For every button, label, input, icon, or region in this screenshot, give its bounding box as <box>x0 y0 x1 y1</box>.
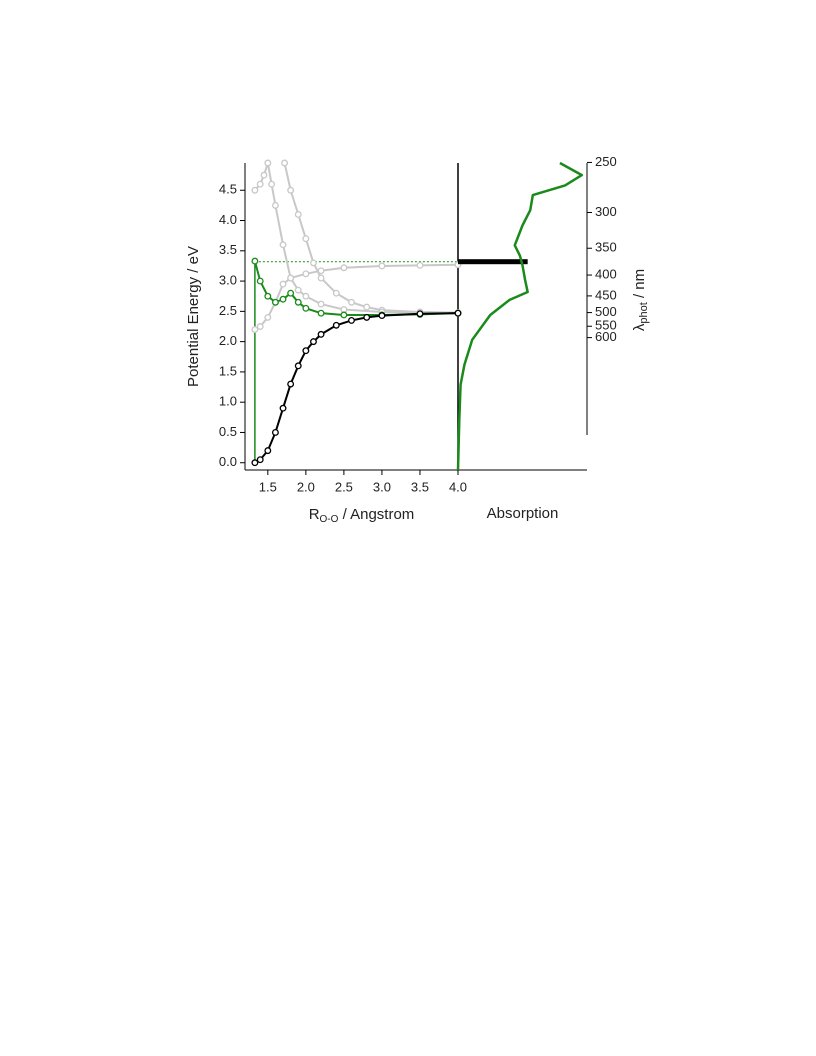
y2-tick-label: 400 <box>595 266 617 281</box>
y-tick-label: 2.5 <box>219 303 237 318</box>
point <box>340 306 348 313</box>
y2-label-rest: / nm <box>631 269 648 302</box>
point <box>260 171 268 179</box>
point <box>348 298 355 306</box>
y2-tick-label: 250 <box>595 154 617 169</box>
point <box>363 303 371 311</box>
point <box>294 211 302 218</box>
point <box>281 159 289 167</box>
point <box>287 380 295 388</box>
y-tick-label: 4.0 <box>219 212 237 227</box>
absorption-spectrum <box>456 161 584 471</box>
y2-tick-label: 550 <box>595 318 617 333</box>
y-tick-label: 3.0 <box>219 273 237 288</box>
y-tick-label: 2.0 <box>219 333 237 348</box>
point <box>332 289 340 297</box>
point <box>264 313 272 321</box>
y2-tick-label: 450 <box>595 287 617 302</box>
curve <box>283 162 459 314</box>
point <box>279 295 287 303</box>
y-axis-label: Potential Energy / eV <box>185 246 202 387</box>
point <box>256 456 264 464</box>
point <box>454 309 462 317</box>
point <box>310 259 317 267</box>
point <box>302 304 310 312</box>
point <box>302 347 310 355</box>
point <box>340 264 348 272</box>
point <box>378 262 386 270</box>
point <box>271 429 279 436</box>
point <box>287 289 295 297</box>
point <box>264 292 272 300</box>
point <box>251 459 259 467</box>
point <box>294 298 302 306</box>
point <box>287 186 295 194</box>
y2-tick-label: 350 <box>595 240 617 255</box>
x-tick-label: 2.5 <box>335 479 353 494</box>
y-tick-label: 3.5 <box>219 242 237 257</box>
point <box>279 404 287 412</box>
point <box>302 270 310 278</box>
x-tick-label: 3.0 <box>373 479 391 494</box>
point <box>416 310 424 318</box>
point <box>268 180 276 188</box>
y-tick-label: 1.5 <box>219 363 237 378</box>
point <box>416 261 424 269</box>
curve <box>254 312 459 464</box>
point <box>317 274 325 282</box>
point <box>363 313 371 321</box>
x-tick-label: 2.0 <box>297 479 315 494</box>
y-tick-label: 4.5 <box>219 182 237 197</box>
point <box>251 326 259 333</box>
point <box>256 323 264 330</box>
point <box>264 447 272 455</box>
x-tick-label: 1.5 <box>259 479 277 494</box>
y2-label-sub: phot <box>638 302 650 323</box>
point <box>251 186 259 194</box>
point <box>294 362 302 370</box>
x-axis-label: Absorption <box>487 505 559 522</box>
x-tick-label: 4.0 <box>449 479 467 494</box>
curve <box>254 162 459 315</box>
point <box>317 330 325 338</box>
point <box>279 241 287 249</box>
y2-tick-label: 500 <box>595 304 617 319</box>
point <box>317 300 325 308</box>
point <box>279 280 287 288</box>
y2-tick-label: 600 <box>595 329 617 344</box>
point <box>271 298 279 306</box>
point <box>302 235 310 243</box>
point <box>294 286 302 294</box>
excitation-bar <box>458 259 528 265</box>
point <box>302 292 310 300</box>
x-label-rest: / Angstrom <box>338 506 414 523</box>
x-label-sub: O-O <box>320 514 339 525</box>
y-tick-label: 0.0 <box>219 454 237 469</box>
point <box>264 159 272 167</box>
point <box>287 274 295 282</box>
y-tick-label: 1.0 <box>219 394 237 409</box>
y-tick-label: 0.5 <box>219 424 237 439</box>
point <box>256 277 264 285</box>
point <box>378 312 386 320</box>
point <box>317 267 325 275</box>
point <box>348 316 355 324</box>
y2-tick-label: 300 <box>595 204 617 219</box>
curve <box>253 260 459 316</box>
point <box>317 309 325 317</box>
point <box>251 257 259 265</box>
point <box>340 311 348 319</box>
y2-label-main: λ <box>631 323 648 331</box>
point <box>256 180 264 188</box>
point <box>271 201 279 209</box>
point <box>310 338 317 346</box>
x-tick-label: 3.5 <box>411 479 429 494</box>
y2-axis-label: λphot / nm <box>631 269 650 331</box>
x-axis-label: RO-O / Angstrom <box>309 506 415 525</box>
x-label-main: R <box>309 506 320 523</box>
point <box>332 321 340 329</box>
